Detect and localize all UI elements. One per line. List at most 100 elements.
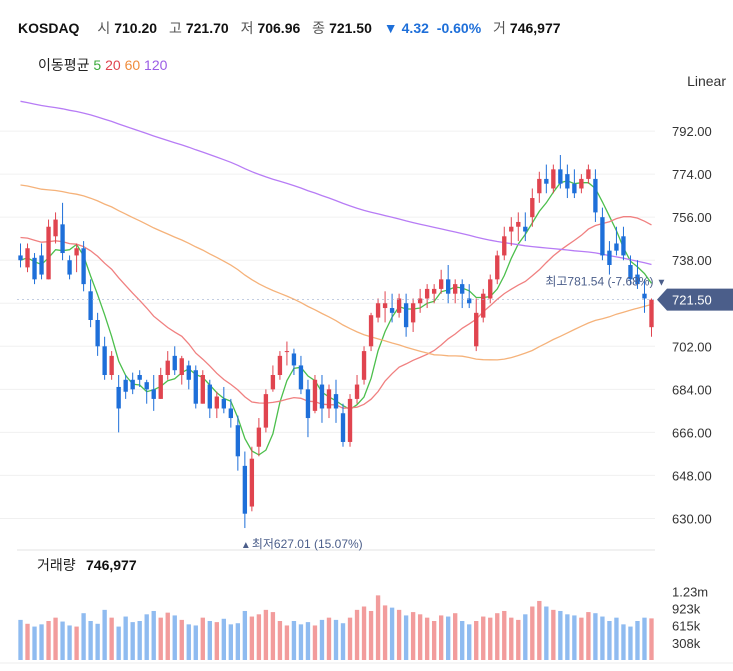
volume-bar [242, 610, 248, 660]
candle-body [165, 360, 170, 375]
candle [207, 379, 212, 419]
candle [438, 269, 444, 294]
candle-body [642, 293, 647, 299]
volume-bar [621, 624, 626, 660]
candle-body [277, 355, 283, 375]
volume-bar [579, 617, 584, 660]
candle-body [431, 288, 437, 294]
candle-body [186, 365, 191, 380]
volume-bar [361, 606, 367, 660]
volume-bar [256, 614, 262, 660]
volume-bar [347, 617, 353, 660]
candle-body [81, 248, 86, 285]
volume-bar [593, 613, 598, 660]
candle [109, 351, 114, 380]
candle-body [32, 257, 37, 280]
volume-bar [326, 617, 332, 660]
volume-bar [424, 617, 430, 660]
candle-body [614, 243, 619, 251]
candle [586, 164, 591, 184]
volume-pane-value: 746,977 [86, 557, 137, 573]
candle-body [368, 315, 374, 347]
candle [165, 351, 170, 380]
candle-body [263, 394, 269, 428]
volume-bar [586, 612, 591, 660]
candle-body [305, 389, 311, 419]
candle-body [74, 248, 79, 256]
candle-body [446, 279, 451, 294]
ma20-legend: 20 [105, 57, 121, 73]
candle [488, 274, 493, 304]
volume-bar [137, 621, 142, 660]
candle [186, 360, 191, 390]
candle [60, 202, 65, 261]
candle-body [396, 298, 402, 313]
volume-bar [67, 625, 72, 660]
candle [551, 164, 556, 194]
candle-body [438, 279, 444, 289]
candle-body [116, 386, 121, 409]
candle-body [179, 358, 184, 375]
candle-body [193, 370, 198, 404]
candle-body [628, 265, 633, 280]
symbol-name[interactable]: KOSDAQ [18, 20, 80, 36]
candle [46, 219, 51, 280]
volume-bar [263, 609, 269, 660]
candle [382, 291, 388, 323]
min-annotation-label: 최저627.01 (15.07%) [252, 537, 363, 551]
candle-body [172, 355, 177, 371]
open-label: 시 [97, 20, 111, 36]
candle-body [410, 303, 416, 323]
candle-body [270, 375, 276, 390]
volume-bar [172, 615, 177, 660]
change-percent: -0.60% [436, 20, 482, 36]
volume-bar [144, 614, 149, 660]
candle-body [347, 398, 353, 442]
candle [172, 346, 177, 375]
candle-body [460, 284, 465, 294]
candle-body [495, 255, 500, 280]
candle-body [319, 384, 325, 409]
ma-legend-label: 이동평균 [38, 57, 90, 73]
candle-body [382, 303, 388, 309]
current-price-badge [657, 288, 733, 311]
candle [516, 212, 521, 242]
candle [628, 255, 633, 285]
candle-body [158, 375, 163, 399]
candle [368, 312, 374, 352]
volume-bar [572, 615, 577, 660]
candle-body [621, 236, 626, 256]
candle [116, 375, 121, 433]
volume-tick-label: 1.23m [672, 584, 708, 599]
change-value: 4.32 [401, 20, 429, 36]
candle [410, 298, 416, 332]
candle-body [593, 178, 598, 213]
candle-body [389, 308, 395, 313]
price-tick-label: 720.00 [672, 296, 712, 311]
volume-bar [600, 616, 605, 660]
candle [453, 279, 458, 304]
quote-summary: KOSDAQ 시 710.20 고 721.70 저 706.96 종 721.50 ▼… [18, 18, 569, 38]
candle-body [572, 183, 577, 194]
moving-average-legend[interactable]: 이동평균 5 20 60 120 [38, 55, 167, 75]
candle-body [130, 379, 135, 390]
volume-bar [502, 610, 507, 660]
volume-bar [368, 610, 374, 660]
candle-body [312, 379, 318, 411]
chart-header: KOSDAQ 시 710.20 고 721.70 저 706.96 종 721.50 ▼… [0, 0, 733, 95]
volume-bar [544, 606, 549, 660]
candle [39, 243, 44, 280]
volume-bar [193, 625, 198, 660]
candle [319, 375, 325, 423]
candle [32, 253, 37, 285]
volume-bar [516, 619, 521, 660]
scale-toggle[interactable]: Linear [687, 73, 726, 89]
volume-bar [438, 615, 444, 660]
volume-bar [410, 612, 416, 660]
candle-body [88, 291, 93, 320]
volume-bar [186, 624, 191, 660]
candle [74, 243, 79, 273]
volume-bar [537, 600, 542, 660]
candle [509, 217, 514, 246]
